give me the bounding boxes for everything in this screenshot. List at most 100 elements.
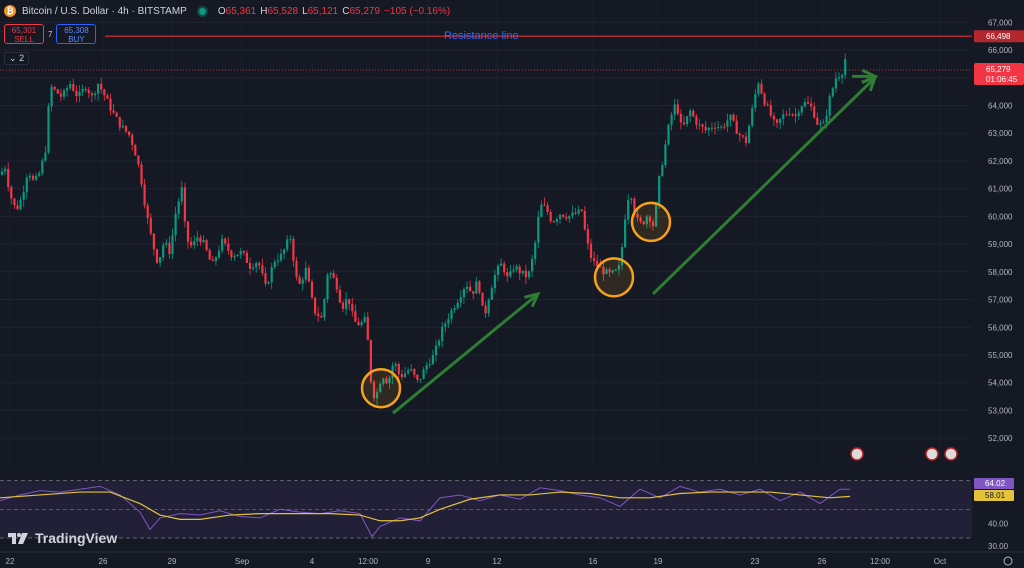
- candle-body: [527, 271, 531, 278]
- trend-arrow-head: [524, 291, 541, 308]
- x-tick-label: 26: [818, 557, 827, 566]
- candle-body: [534, 242, 537, 259]
- rsi-value-label: 64.02: [985, 479, 1006, 488]
- x-tick-label: 26: [99, 557, 108, 566]
- candle-body: [279, 253, 283, 261]
- brand-name: TradingView: [35, 530, 118, 546]
- candle-body: [97, 83, 100, 94]
- x-tick-label: 23: [751, 557, 760, 566]
- x-tick-label: 4: [310, 557, 315, 566]
- candle-body: [174, 213, 177, 236]
- candle-body: [338, 289, 341, 303]
- candle-body: [686, 116, 689, 125]
- candle-body: [10, 187, 13, 199]
- candle-body: [72, 83, 75, 91]
- trade-buttons: 65,301 SELL 7 65,308 BUY: [4, 24, 97, 44]
- candle-body: [66, 88, 69, 91]
- candle-body: [704, 126, 707, 131]
- candle-body: [217, 250, 221, 258]
- y-tick-label: 54,000: [988, 379, 1013, 388]
- tradingview-logo[interactable]: TradingView: [8, 530, 117, 546]
- countdown-label: 01:06:45: [986, 75, 1018, 84]
- candle-body: [658, 175, 661, 204]
- candle-body: [118, 116, 121, 128]
- buy-button[interactable]: 65,308 BUY: [56, 24, 97, 44]
- candle-body: [729, 114, 732, 121]
- candle-body: [794, 114, 797, 117]
- candle-body: [283, 249, 286, 254]
- candle-body: [357, 321, 360, 326]
- x-tick-label: 19: [654, 557, 663, 566]
- candle-body: [314, 297, 317, 314]
- candle-body: [788, 114, 791, 116]
- candle-body: [428, 364, 431, 366]
- candle-body: [348, 299, 351, 305]
- resistance-price-tag: [974, 30, 1024, 43]
- candle-body: [490, 288, 493, 300]
- candle-body: [180, 187, 183, 202]
- candle-body: [202, 239, 205, 243]
- candle-body: [109, 98, 112, 111]
- ohlc-readout: O65,361 H65,528 L65,121 C65,279 −105 (−0…: [217, 5, 451, 17]
- candle-body: [515, 266, 518, 270]
- candle-body: [844, 59, 847, 76]
- candle-body: [372, 381, 376, 399]
- candle-body: [261, 265, 264, 274]
- candle-body: [565, 216, 568, 219]
- candle-body: [273, 261, 276, 268]
- candle-body: [580, 209, 583, 212]
- candle-body: [837, 77, 841, 79]
- candle-body: [44, 152, 47, 161]
- candle-body: [568, 215, 571, 219]
- symbol-title[interactable]: Bitcoin / U.S. Dollar · 4h · BITSTAMP: [22, 5, 187, 17]
- candle-body: [819, 123, 822, 125]
- candle-body: [41, 160, 44, 174]
- last-price-label: 65,279: [986, 65, 1011, 74]
- candle-body: [369, 340, 372, 382]
- x-tick-label: 12: [493, 557, 502, 566]
- candle-body: [168, 242, 171, 254]
- candle-body: [797, 112, 800, 117]
- candle-body: [689, 110, 692, 117]
- candle-body: [69, 83, 72, 89]
- candle-body: [698, 124, 701, 126]
- candle-body: [589, 243, 593, 259]
- rsi-ma-line: [0, 491, 851, 522]
- y-tick-label: 53,000: [988, 406, 1013, 415]
- candle-body: [825, 115, 828, 123]
- candle-body: [602, 266, 605, 275]
- close-value: 65,279: [349, 5, 381, 17]
- change-value: −105 (−0.16%): [384, 5, 451, 17]
- candle-body: [546, 205, 549, 212]
- candle-body: [738, 133, 741, 136]
- candle-body: [493, 274, 496, 289]
- candle-body: [645, 216, 648, 225]
- candle-body: [639, 217, 642, 222]
- candle-body: [571, 212, 574, 216]
- candle-body: [320, 316, 323, 318]
- candle-body: [385, 378, 388, 384]
- candle-body: [748, 125, 751, 143]
- candle-body: [183, 187, 186, 222]
- y-tick-label: 64,000: [988, 101, 1013, 110]
- x-tick-label: 16: [589, 557, 598, 566]
- candle-body: [286, 239, 289, 250]
- candle-body: [810, 103, 813, 107]
- candle-body: [177, 201, 180, 214]
- candle-body: [236, 254, 239, 257]
- candle-body: [791, 114, 794, 116]
- sell-button[interactable]: 65,301 SELL: [4, 24, 44, 44]
- candle-body: [518, 266, 521, 274]
- candle-body: [329, 273, 332, 275]
- candle-body: [503, 263, 506, 273]
- candle-body: [22, 192, 25, 200]
- candle-body: [425, 365, 428, 370]
- resistance-price-label: 66,498: [986, 32, 1011, 41]
- candle-body: [13, 198, 16, 206]
- rsi-ma-tag: [974, 490, 1014, 501]
- candle-body: [301, 279, 304, 284]
- candle-body: [726, 120, 729, 127]
- indicator-collapse-button[interactable]: ⌄ 2: [4, 52, 30, 65]
- candle-body: [25, 177, 28, 193]
